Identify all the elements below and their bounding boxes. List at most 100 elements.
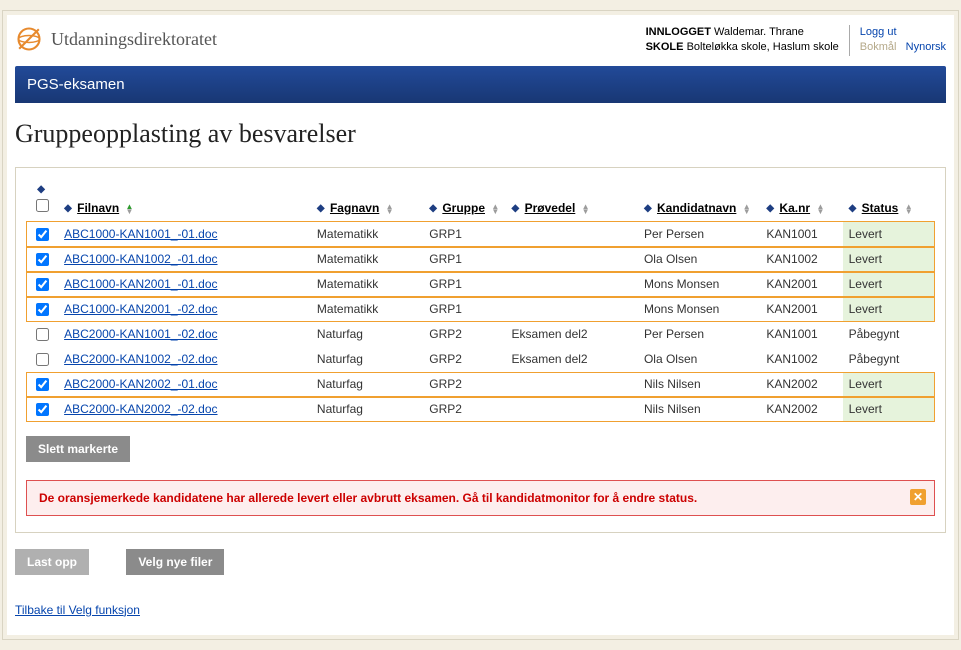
- cell-status: Levert: [843, 272, 935, 297]
- cell-kanr: KAN2001: [760, 272, 842, 297]
- cell-gruppe: GRP2: [423, 322, 505, 347]
- diamond-icon: ◆: [849, 203, 857, 214]
- files-table: ◆ ◆ Filnavn ▲▼ ◆ Fagnavn ▲▼ ◆: [26, 178, 935, 422]
- cell-fagnavn: Naturfag: [311, 322, 423, 347]
- brand: Utdanningsdirektoratet: [15, 25, 217, 53]
- app-bar: PGS-eksamen: [15, 66, 946, 103]
- row-checkbox[interactable]: [36, 328, 49, 341]
- table-header-row: ◆ ◆ Filnavn ▲▼ ◆ Fagnavn ▲▼ ◆: [26, 178, 935, 222]
- cell-kandidatnavn: Mons Monsen: [638, 297, 760, 322]
- cell-provedel: [506, 272, 638, 297]
- col-fagnavn[interactable]: Fagnavn: [330, 201, 379, 215]
- cell-gruppe: GRP2: [423, 347, 505, 372]
- cell-kandidatnavn: Nils Nilsen: [638, 397, 760, 422]
- cell-kanr: KAN1002: [760, 247, 842, 272]
- table-row: ABC2000-KAN1001_-02.doc NaturfagGRP2Eksam…: [26, 322, 935, 347]
- file-link[interactable]: ABC2000-KAN2002_-01.doc: [64, 377, 217, 391]
- panel-buttons: Slett markerte: [26, 436, 935, 462]
- back-link[interactable]: Tilbake til Velg funksjon: [15, 603, 140, 617]
- sort-icon[interactable]: ▲▼: [905, 204, 913, 214]
- page-title: Gruppeopplasting av besvarelser: [15, 119, 946, 149]
- warning-text: De oransjemerkede kandidatene har allere…: [39, 491, 697, 505]
- cell-status: Levert: [843, 221, 935, 247]
- cell-gruppe: GRP2: [423, 372, 505, 397]
- file-link[interactable]: ABC1000-KAN1001_-01.doc: [64, 227, 217, 241]
- cell-kanr: KAN2002: [760, 397, 842, 422]
- file-link[interactable]: ABC2000-KAN1002_-02.doc: [64, 352, 217, 366]
- cell-gruppe: GRP2: [423, 397, 505, 422]
- choose-new-files-button[interactable]: Velg nye filer: [126, 549, 224, 575]
- diamond-icon: ◆: [64, 203, 72, 214]
- row-checkbox[interactable]: [36, 278, 49, 291]
- select-all-checkbox[interactable]: [36, 199, 49, 212]
- cell-kanr: KAN1001: [760, 221, 842, 247]
- col-provedel[interactable]: Prøvedel: [525, 201, 576, 215]
- file-link[interactable]: ABC1000-KAN2001_-01.doc: [64, 277, 217, 291]
- cell-status: Påbegynt: [843, 322, 935, 347]
- cell-fagnavn: Matematikk: [311, 221, 423, 247]
- file-link[interactable]: ABC1000-KAN1002_-01.doc: [64, 252, 217, 266]
- cell-provedel: [506, 247, 638, 272]
- row-checkbox[interactable]: [36, 303, 49, 316]
- col-kanr[interactable]: Ka.nr: [779, 201, 810, 215]
- footer-actions: Last opp Velg nye filer: [15, 549, 946, 575]
- sort-icon[interactable]: ▲▼: [491, 204, 499, 214]
- sort-icon[interactable]: ▲▼: [582, 204, 590, 214]
- page-container: Utdanningsdirektoratet INNLOGGET Waldema…: [2, 10, 959, 640]
- col-gruppe[interactable]: Gruppe: [442, 201, 485, 215]
- row-checkbox[interactable]: [36, 378, 49, 391]
- cell-kandidatnavn: Per Persen: [638, 322, 760, 347]
- table-body: ABC1000-KAN1001_-01.doc MatematikkGRP1 Per…: [26, 221, 935, 422]
- diamond-icon: ◆: [644, 203, 652, 214]
- brand-logo-icon: [15, 25, 43, 53]
- school-name: Bolteløkka skole, Haslum skole: [687, 41, 839, 53]
- table-row: ABC1000-KAN2001_-01.docMatematikkGRP1Mon…: [26, 272, 935, 297]
- cell-kandidatnavn: Nils Nilsen: [638, 372, 760, 397]
- cell-provedel: [506, 297, 638, 322]
- cell-gruppe: GRP1: [423, 247, 505, 272]
- file-link[interactable]: ABC2000-KAN2002_-02.doc: [64, 402, 217, 416]
- upload-button[interactable]: Last opp: [15, 549, 89, 575]
- row-checkbox[interactable]: [36, 228, 49, 241]
- logged-in-label: INNLOGGET: [646, 26, 711, 38]
- cell-fagnavn: Naturfag: [311, 397, 423, 422]
- lang-nynorsk[interactable]: Nynorsk: [906, 41, 946, 53]
- school-label: SKOLE: [646, 41, 684, 53]
- header-links: Logg ut Bokmål Nynorsk: [860, 25, 946, 56]
- cell-provedel: [506, 372, 638, 397]
- delete-selected-button[interactable]: Slett markerte: [26, 436, 130, 462]
- sort-icon[interactable]: ▲▼: [816, 204, 824, 214]
- diamond-icon: ◆: [429, 203, 437, 214]
- diamond-icon: ◆: [512, 203, 520, 214]
- cell-gruppe: GRP1: [423, 221, 505, 247]
- cell-kandidatnavn: Per Persen: [638, 221, 760, 247]
- table-row: ABC1000-KAN1002_-01.docMatematikkGRP1Ola…: [26, 247, 935, 272]
- close-alert-icon[interactable]: ✕: [910, 489, 926, 505]
- cell-kanr: KAN2002: [760, 372, 842, 397]
- sort-icon[interactable]: ▲▼: [386, 204, 394, 214]
- cell-provedel: Eksamen del2: [506, 322, 638, 347]
- row-checkbox[interactable]: [36, 353, 49, 366]
- diamond-icon: ◆: [37, 184, 45, 195]
- row-checkbox[interactable]: [36, 253, 49, 266]
- warning-alert: De oransjemerkede kandidatene har allere…: [26, 480, 935, 516]
- table-row: ABC2000-KAN2002_-02.doc NaturfagGRP2 Nils …: [26, 397, 935, 422]
- col-kandidatnavn[interactable]: Kandidatnavn: [657, 201, 736, 215]
- login-info: INNLOGGET Waldemar. Thrane SKOLE Boltelø…: [646, 25, 850, 56]
- col-status[interactable]: Status: [862, 201, 899, 215]
- cell-kanr: KAN1002: [760, 347, 842, 372]
- row-checkbox[interactable]: [36, 403, 49, 416]
- sort-icon[interactable]: ▲▼: [126, 204, 134, 214]
- col-filnavn[interactable]: Filnavn: [77, 201, 119, 215]
- cell-fagnavn: Matematikk: [311, 247, 423, 272]
- page-header: Utdanningsdirektoratet INNLOGGET Waldema…: [15, 21, 946, 64]
- sort-icon[interactable]: ▲▼: [743, 204, 751, 214]
- lang-bokmal: Bokmål: [860, 41, 897, 53]
- cell-status: Levert: [843, 397, 935, 422]
- app-bar-title: PGS-eksamen: [27, 76, 125, 93]
- content-panel: ◆ ◆ Filnavn ▲▼ ◆ Fagnavn ▲▼ ◆: [15, 167, 946, 533]
- file-link[interactable]: ABC2000-KAN1001_-02.doc: [64, 327, 217, 341]
- logout-link[interactable]: Logg ut: [860, 26, 897, 38]
- file-link[interactable]: ABC1000-KAN2001_-02.doc: [64, 302, 217, 316]
- cell-provedel: [506, 221, 638, 247]
